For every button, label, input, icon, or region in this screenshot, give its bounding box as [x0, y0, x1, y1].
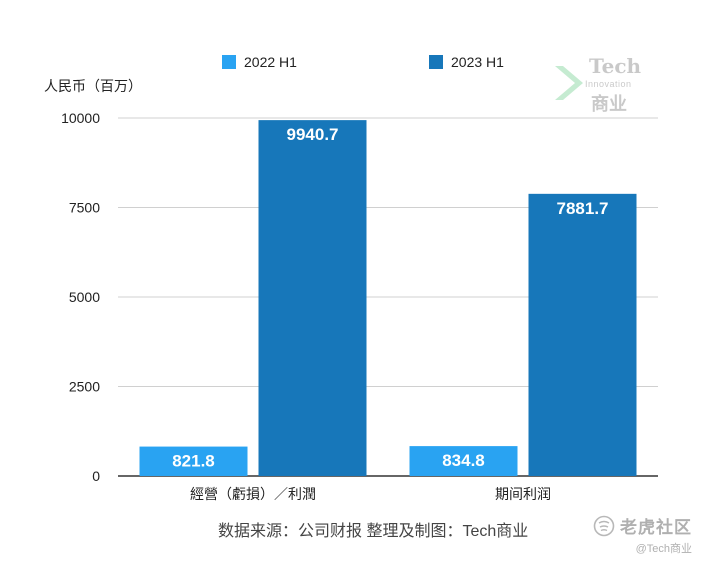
data-labels: 821.8 9940.7 834.8 7881.7	[172, 125, 608, 470]
watermark-innovation: Innovation	[585, 79, 632, 89]
y-tick-labels: 0 2500 5000 7500 10000	[61, 110, 100, 484]
x-tick-label: 期间利润	[495, 486, 551, 502]
community-brand: 老虎社区	[620, 518, 692, 537]
bars	[139, 120, 637, 477]
legend-label-2023: 2023 H1	[451, 54, 504, 70]
watermark-shangye: 商业	[591, 94, 627, 114]
y-axis-label: 人民币（百万）	[44, 78, 142, 94]
y-tick-label: 2500	[69, 379, 100, 395]
y-tick-label: 0	[92, 468, 100, 484]
data-label: 9940.7	[287, 125, 339, 144]
tech-innovation-watermark: Tech Innovation 商业	[553, 52, 663, 114]
bar-2022-0	[139, 446, 248, 476]
legend-label-2022: 2022 H1	[244, 54, 297, 70]
legend-swatch-2022	[222, 55, 236, 69]
x-tick-label: 經營（虧損）／利潤	[190, 486, 316, 502]
chevron-logo-icon	[555, 66, 583, 100]
y-tick-label: 7500	[69, 200, 100, 216]
bar-2022-1	[409, 446, 518, 476]
bar-2023-1	[528, 193, 637, 476]
legend-item-2022: 2022 H1	[222, 54, 297, 70]
legend-item-2023: 2023 H1	[429, 54, 504, 70]
watermark-tech: Tech	[589, 54, 642, 78]
tiger-logo-icon	[593, 515, 615, 536]
data-label: 821.8	[172, 452, 215, 471]
bar-2023-0	[258, 120, 367, 477]
y-tick-label: 5000	[69, 289, 100, 305]
legend-swatch-2023	[429, 55, 443, 69]
x-tick-labels: 經營（虧損）／利潤 期间利润	[190, 486, 551, 502]
community-watermark: 老虎社区 @Tech商业	[593, 513, 692, 556]
data-label: 834.8	[442, 451, 485, 470]
y-tick-label: 10000	[61, 110, 100, 126]
community-handle: @Tech商业	[635, 543, 692, 555]
source-caption: 数据来源：公司财报 整理及制图：Tech商业	[218, 523, 529, 540]
data-label: 7881.7	[557, 199, 609, 218]
